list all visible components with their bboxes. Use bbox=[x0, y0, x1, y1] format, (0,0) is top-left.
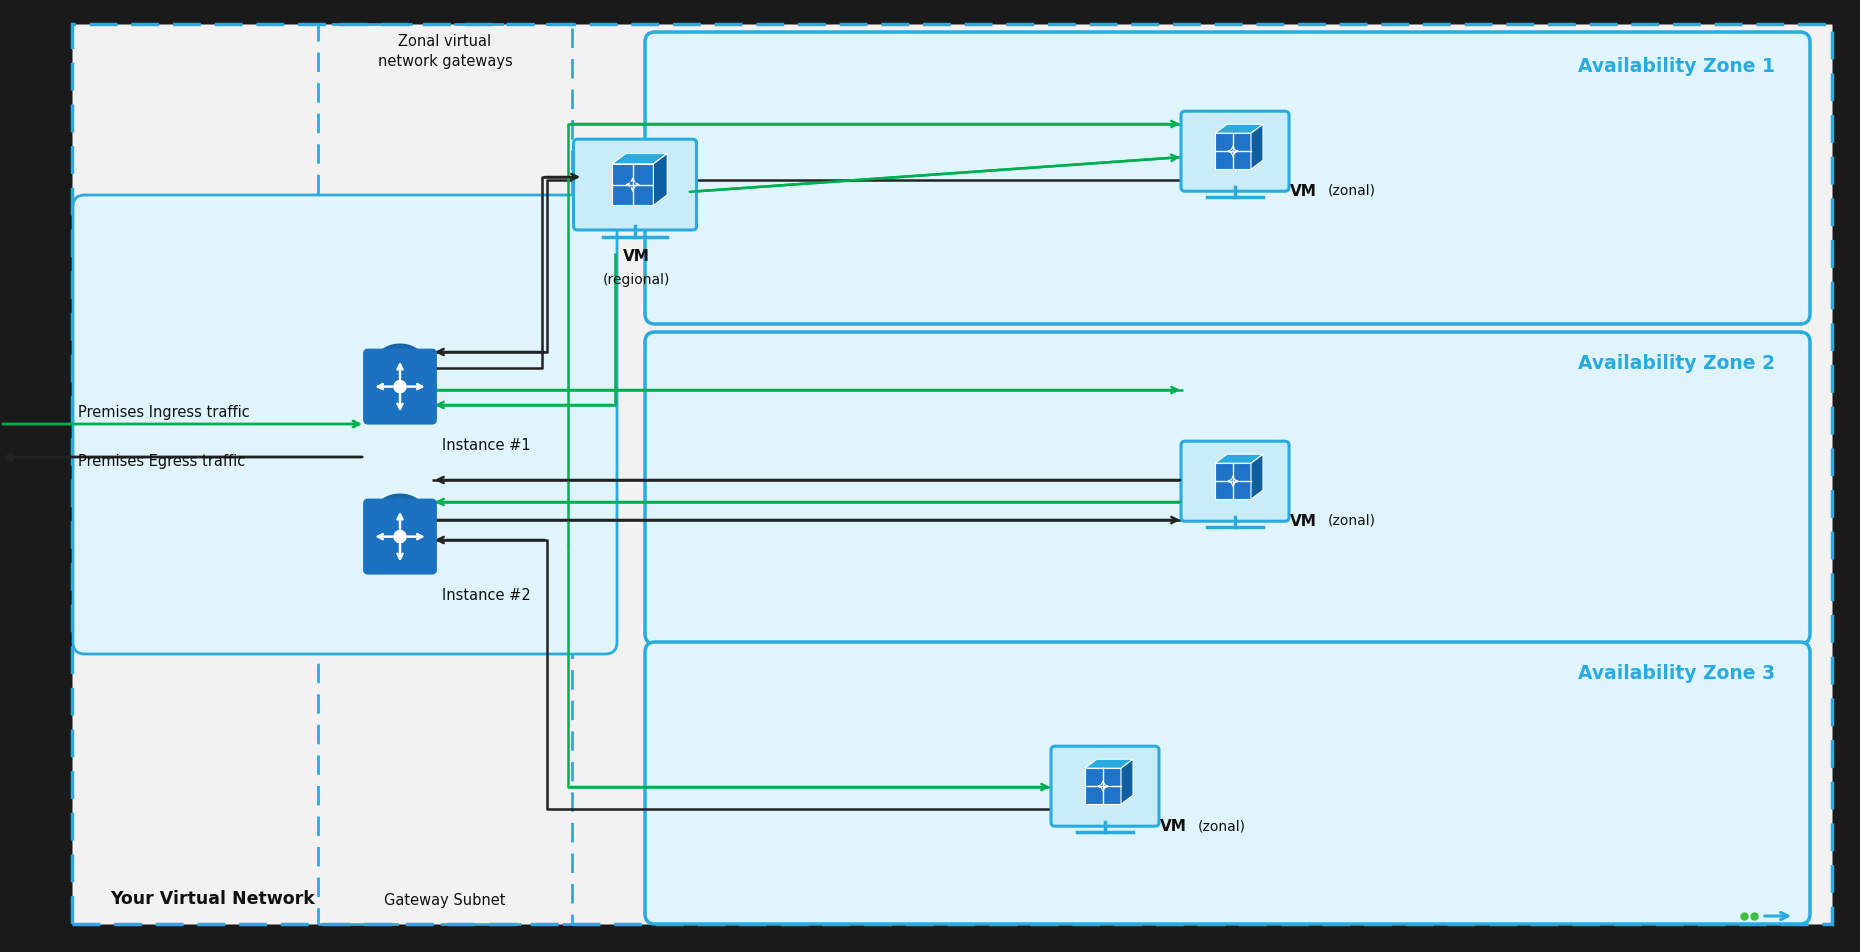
FancyBboxPatch shape bbox=[645, 32, 1810, 324]
FancyBboxPatch shape bbox=[0, 0, 73, 952]
Polygon shape bbox=[1252, 124, 1263, 169]
Polygon shape bbox=[612, 164, 653, 206]
Text: (regional): (regional) bbox=[603, 273, 670, 287]
Text: VM: VM bbox=[1161, 819, 1187, 834]
Text: Gateway Subnet: Gateway Subnet bbox=[385, 893, 506, 908]
Text: Premises Egress traffic: Premises Egress traffic bbox=[78, 454, 246, 469]
FancyBboxPatch shape bbox=[73, 24, 1832, 924]
FancyBboxPatch shape bbox=[1051, 746, 1159, 826]
Polygon shape bbox=[1084, 759, 1133, 768]
Text: Availability Zone 1: Availability Zone 1 bbox=[1577, 57, 1774, 76]
Polygon shape bbox=[1122, 759, 1133, 804]
FancyBboxPatch shape bbox=[645, 332, 1810, 644]
Text: VM: VM bbox=[623, 249, 649, 264]
Text: Premises Ingress traffic: Premises Ingress traffic bbox=[78, 405, 249, 420]
Polygon shape bbox=[1084, 768, 1122, 804]
Text: Zonal virtual
network gateways: Zonal virtual network gateways bbox=[378, 34, 512, 69]
FancyBboxPatch shape bbox=[573, 139, 696, 230]
Text: VM: VM bbox=[1291, 184, 1317, 199]
Text: VM: VM bbox=[1291, 514, 1317, 529]
Text: Availability Zone 3: Availability Zone 3 bbox=[1577, 664, 1774, 683]
Polygon shape bbox=[1215, 464, 1252, 499]
Text: Instance #2: Instance #2 bbox=[443, 588, 530, 603]
Polygon shape bbox=[1215, 133, 1252, 169]
Polygon shape bbox=[612, 153, 668, 164]
Polygon shape bbox=[653, 153, 668, 206]
Polygon shape bbox=[1252, 454, 1263, 499]
Text: Your Virtual Network: Your Virtual Network bbox=[110, 890, 314, 908]
Text: (zonal): (zonal) bbox=[1328, 184, 1376, 198]
Text: Availability Zone 2: Availability Zone 2 bbox=[1577, 354, 1774, 373]
Polygon shape bbox=[1215, 454, 1263, 464]
FancyBboxPatch shape bbox=[73, 195, 618, 654]
FancyBboxPatch shape bbox=[645, 642, 1810, 924]
FancyBboxPatch shape bbox=[1181, 441, 1289, 521]
FancyBboxPatch shape bbox=[363, 499, 437, 575]
Circle shape bbox=[394, 381, 405, 392]
Text: (zonal): (zonal) bbox=[1198, 819, 1246, 833]
FancyBboxPatch shape bbox=[1181, 111, 1289, 191]
Text: (zonal): (zonal) bbox=[1328, 514, 1376, 528]
Text: Instance #1: Instance #1 bbox=[443, 438, 530, 453]
Circle shape bbox=[394, 530, 405, 543]
FancyBboxPatch shape bbox=[363, 348, 437, 425]
Polygon shape bbox=[1215, 124, 1263, 133]
